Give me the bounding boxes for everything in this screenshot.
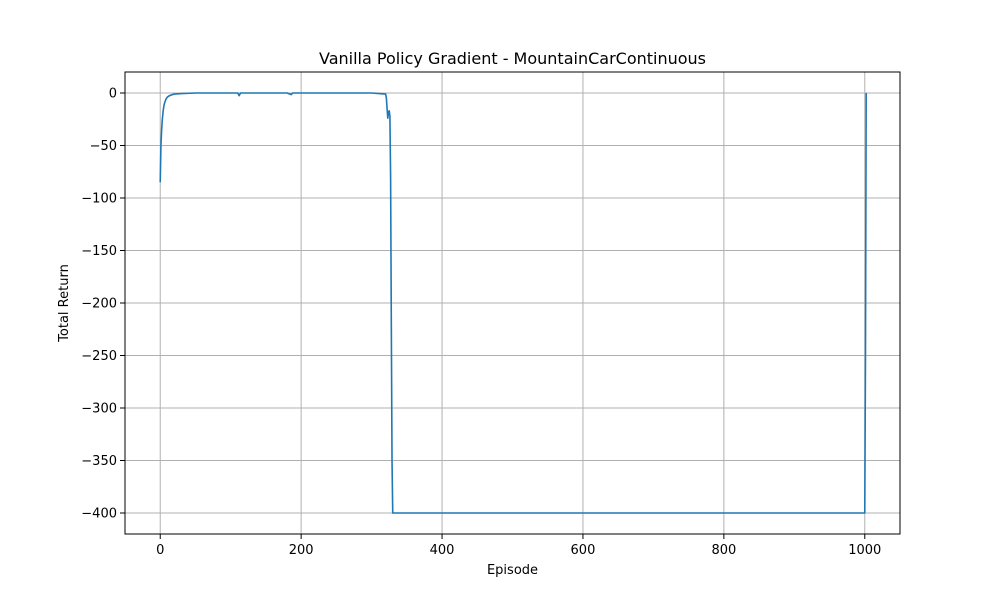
y-tick-label: 0 — [109, 87, 117, 102]
x-axis-label: Episode — [487, 563, 538, 578]
y-tick-label: −350 — [81, 454, 117, 469]
x-tick-label: 200 — [289, 543, 314, 558]
series-line — [159, 92, 867, 514]
x-tick-label: 1000 — [848, 543, 881, 558]
grid — [125, 72, 900, 534]
series-layer — [159, 92, 867, 514]
y-tick-label: −100 — [81, 192, 117, 207]
y-tick-label: −250 — [81, 349, 117, 364]
y-tick-label: −400 — [81, 507, 117, 522]
ticks: 0 200 400 600 800 1000 0 −50 −100 −150 −200 −250 −30… — [81, 87, 881, 559]
x-tick-label: 0 — [156, 543, 164, 558]
y-tick-label: −150 — [81, 244, 117, 259]
x-tick-label: 400 — [430, 543, 455, 558]
y-tick-label: −50 — [90, 139, 117, 154]
x-tick-label: 600 — [571, 543, 596, 558]
y-axis-label: Total Return — [57, 264, 72, 343]
y-tick-label: −300 — [81, 402, 117, 417]
x-tick-label: 800 — [711, 543, 736, 558]
chart-title: Vanilla Policy Gradient - MountainCarCon… — [319, 49, 706, 68]
y-tick-label: −200 — [81, 297, 117, 312]
